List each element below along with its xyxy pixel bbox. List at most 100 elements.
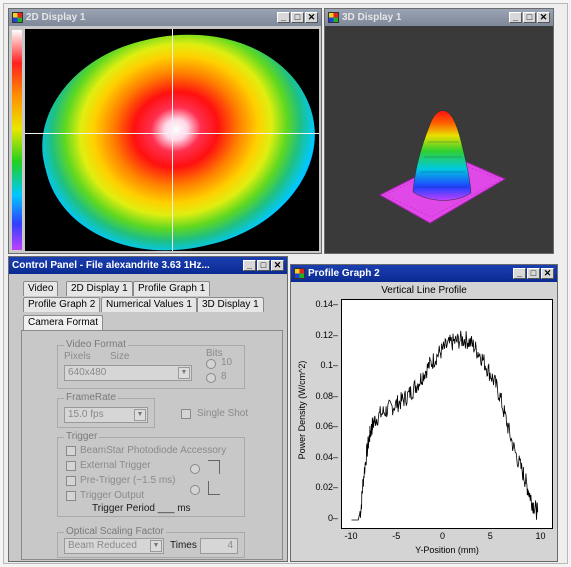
tab-camera-format[interactable]: Camera Format: [23, 315, 104, 330]
bits-10-radio[interactable]: [206, 359, 216, 369]
app-icon: [294, 268, 305, 279]
optical-scaling-group: Optical Scaling Factor Beam Reduced ▼ Ti…: [57, 526, 245, 558]
scaling-mode-value: Beam Reduced: [68, 540, 137, 551]
close-button[interactable]: ✕: [305, 12, 318, 23]
profile-series-line: [351, 330, 539, 521]
y-tick-label: 0.1–: [320, 360, 338, 371]
size-label: Size: [110, 351, 130, 362]
display2d-titlebar[interactable]: 2D Display 1 _ □ ✕: [9, 9, 321, 26]
maximize-button[interactable]: □: [523, 12, 536, 23]
minimize-button[interactable]: _: [277, 12, 290, 23]
profile-graph-window[interactable]: Profile Graph 2 _ □ ✕ Vertical Line Prof…: [290, 264, 558, 562]
chevron-down-icon[interactable]: ▼: [134, 409, 146, 421]
size-select-value: 640x480: [68, 367, 107, 378]
crosshair-vertical[interactable]: [172, 29, 173, 251]
framerate-group: FrameRate 15.0 fps ▼: [57, 392, 155, 428]
display3d-window[interactable]: 3D Display 1 _ □ ✕: [324, 8, 554, 254]
pixels-label: Pixels: [64, 351, 91, 362]
beam-3d-surface: [378, 110, 507, 224]
y-tick-label: 0.08–: [315, 390, 338, 401]
y-axis-label: Power Density (W/cm^2): [297, 360, 307, 460]
rising-edge-radio[interactable]: [190, 464, 200, 474]
trigger-label: Trigger: [64, 431, 100, 442]
photodiode-checkbox[interactable]: [66, 446, 76, 456]
video-format-label: Video Format: [64, 339, 128, 350]
y-tick-label: 0.02–: [315, 482, 338, 493]
maximize-button[interactable]: □: [291, 12, 304, 23]
times-label: Times: [170, 540, 197, 551]
profile-plot: [351, 330, 539, 521]
tab-3d-display[interactable]: 3D Display 1: [197, 297, 264, 312]
y-tick-label: 0.06–: [315, 421, 338, 432]
tab-video[interactable]: Video: [23, 281, 59, 296]
plot-area[interactable]: [341, 299, 553, 529]
beam-profile-image: [25, 29, 319, 251]
size-select[interactable]: 640x480 ▼: [64, 365, 192, 381]
y-tick-label: 0.14–: [315, 299, 338, 309]
minimize-button[interactable]: _: [509, 12, 522, 23]
falling-edge-icon: [208, 481, 220, 495]
close-button[interactable]: ✕: [541, 268, 554, 279]
rising-edge-icon: [208, 460, 220, 474]
x-tick-label: 10: [535, 531, 546, 541]
framerate-select[interactable]: 15.0 fps ▼: [64, 407, 148, 423]
bits-8-radio[interactable]: [206, 373, 216, 383]
video-format-group: Video Format Pixels Size Bits 640x480 ▼ …: [57, 339, 245, 389]
times-input[interactable]: 4: [200, 538, 238, 554]
x-tick-label: 5: [487, 531, 493, 541]
bits-10-label: 10: [221, 357, 233, 368]
single-shot-label: Single Shot: [197, 408, 249, 419]
control-panel-title: Control Panel - File alexandrite 3.63 1H…: [12, 260, 210, 271]
maximize-button[interactable]: □: [527, 268, 540, 279]
y-tick-label: 0.12–: [315, 329, 338, 340]
framerate-label: FrameRate: [64, 392, 119, 403]
color-scale-bar: [12, 30, 22, 250]
tab-2d-display[interactable]: 2D Display 1: [66, 281, 133, 296]
close-button[interactable]: ✕: [271, 260, 284, 271]
screenshot-frame: 2D Display 1 _ □ ✕ 3D Display 1 _ □ ✕: [3, 3, 568, 564]
x-tick-label: -5: [392, 531, 401, 541]
minimize-button[interactable]: _: [513, 268, 526, 279]
control-panel-titlebar[interactable]: Control Panel - File alexandrite 3.63 1H…: [9, 257, 287, 274]
pre-trigger-label: Pre-Trigger (~1.5 ms): [80, 475, 176, 486]
close-button[interactable]: ✕: [537, 12, 550, 23]
pre-trigger-checkbox[interactable]: [66, 476, 76, 486]
falling-edge-radio[interactable]: [190, 485, 200, 495]
app-icon: [12, 12, 23, 23]
control-panel-window[interactable]: Control Panel - File alexandrite 3.63 1H…: [8, 256, 288, 562]
y-tick-label: 0.04–: [315, 451, 338, 462]
display3d-title: 3D Display 1: [342, 12, 402, 23]
chevron-down-icon[interactable]: ▼: [178, 367, 190, 379]
bits-label: Bits: [206, 348, 223, 359]
tab-profile-graph-2[interactable]: Profile Graph 2: [23, 297, 101, 312]
external-trigger-label: External Trigger: [80, 460, 151, 471]
tab-page: [21, 330, 283, 560]
display2d-window[interactable]: 2D Display 1 _ □ ✕: [8, 8, 322, 254]
x-axis-label: Y-Position (mm): [415, 545, 479, 555]
trigger-output-label: Trigger Output: [80, 490, 145, 501]
optical-scaling-label: Optical Scaling Factor: [64, 526, 166, 537]
y-tick-label: 0–: [327, 513, 338, 523]
profile-graph-title: Profile Graph 2: [308, 268, 380, 279]
tab-profile-graph-1[interactable]: Profile Graph 1: [133, 281, 211, 296]
profile-graph-titlebar[interactable]: Profile Graph 2 _ □ ✕: [291, 265, 557, 282]
chevron-down-icon[interactable]: ▼: [150, 540, 162, 552]
bits-8-label: 8: [221, 371, 227, 382]
chart-title: Vertical Line Profile: [381, 285, 467, 296]
app-icon: [328, 12, 339, 23]
display3d-titlebar[interactable]: 3D Display 1 _ □ ✕: [325, 9, 553, 26]
trigger-output-checkbox[interactable]: [66, 491, 76, 501]
x-tick-label: 0: [440, 531, 446, 541]
photodiode-label: BeamStar Photodiode Accessory: [80, 445, 227, 456]
framerate-select-value: 15.0 fps: [68, 409, 104, 420]
maximize-button[interactable]: □: [257, 260, 270, 271]
trigger-period-label: Trigger Period ___ ms: [92, 503, 191, 514]
minimize-button[interactable]: _: [243, 260, 256, 271]
tab-numerical-values[interactable]: Numerical Values 1: [101, 297, 197, 312]
single-shot-checkbox[interactable]: [181, 409, 191, 419]
display2d-title: 2D Display 1: [26, 12, 86, 23]
external-trigger-checkbox[interactable]: [66, 461, 76, 471]
x-tick-label: -10: [344, 531, 358, 541]
scaling-mode-select[interactable]: Beam Reduced ▼: [64, 538, 164, 554]
trigger-group: Trigger BeamStar Photodiode Accessory Ex…: [57, 431, 245, 517]
